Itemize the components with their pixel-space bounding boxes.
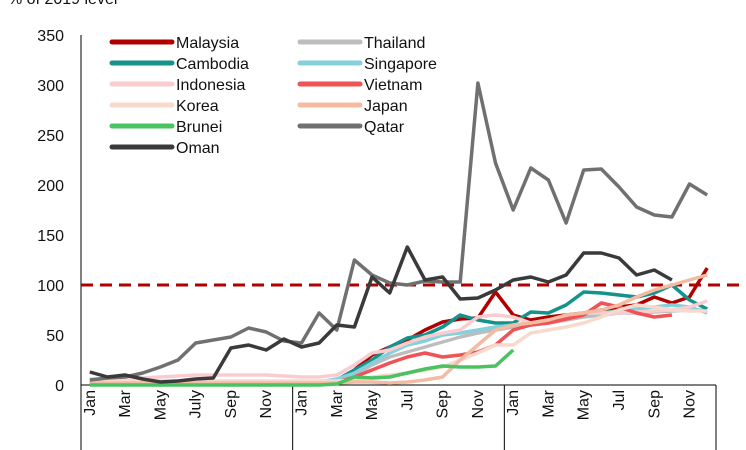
legend-label: Brunei — [176, 119, 222, 136]
x-tick-label: July — [188, 390, 205, 418]
x-tick-label: Nov — [258, 390, 275, 418]
series-line-cambodia — [89, 283, 708, 385]
x-tick-label: May — [576, 390, 593, 420]
x-tick-label: Jan — [82, 390, 99, 416]
x-tick-label: Mar — [329, 389, 346, 417]
y-axis-label: % of 2019 level — [8, 0, 117, 8]
x-tick-label: Sep — [435, 390, 452, 419]
legend-label: Singapore — [364, 56, 437, 73]
y-tick-label: 300 — [37, 78, 64, 95]
x-tick-label: Nov — [682, 390, 699, 418]
legend-label: Cambodia — [176, 56, 249, 73]
y-tick-label: 50 — [46, 328, 64, 345]
series-line-indonesia — [89, 299, 708, 381]
x-tick-label: Nov — [470, 390, 487, 418]
series-line-oman — [89, 245, 673, 384]
x-tick-label: Jan — [505, 390, 522, 416]
series-line-japan — [89, 273, 708, 385]
x-tick-label: Jul — [611, 390, 628, 410]
series-line-vietnam — [89, 301, 673, 385]
x-tick-label: Jan — [293, 390, 310, 416]
legend-label: Thailand — [364, 35, 425, 52]
y-tick-label: 0 — [55, 378, 64, 395]
legend-label: Qatar — [364, 119, 405, 136]
y-tick-label: 250 — [37, 128, 64, 145]
legend-label: Oman — [176, 140, 220, 157]
y-tick-label: 350 — [37, 28, 64, 45]
x-tick-label: Jul — [399, 390, 416, 410]
x-tick-label: Sep — [223, 390, 240, 419]
legend-label: Malaysia — [176, 35, 239, 52]
x-tick-label: Mar — [117, 389, 134, 417]
series-line-brunei — [89, 348, 515, 387]
legend-label: Indonesia — [176, 77, 245, 94]
y-tick-label: 100 — [37, 278, 64, 295]
x-tick-label: May — [364, 390, 381, 420]
legend-label: Vietnam — [364, 77, 422, 94]
legend-label: Japan — [364, 98, 408, 115]
y-tick-label: 150 — [37, 228, 64, 245]
x-tick-label: Sep — [646, 390, 663, 419]
x-tick-label: May — [152, 390, 169, 420]
y-tick-label: 200 — [37, 178, 64, 195]
x-tick-label: Mar — [540, 389, 557, 417]
series-line-qatar — [89, 81, 709, 382]
legend-label: Korea — [176, 98, 219, 115]
